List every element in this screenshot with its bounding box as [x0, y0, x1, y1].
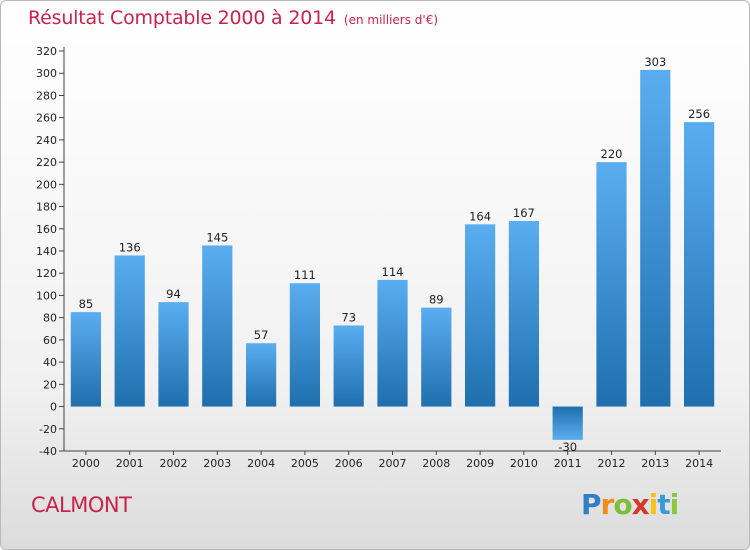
x-tick-label: 2007 [379, 457, 407, 470]
data-label: 220 [601, 147, 623, 161]
bar [245, 343, 277, 407]
x-tick-label: 2000 [72, 457, 100, 470]
y-tick-label: 140 [36, 245, 57, 258]
data-label: 94 [166, 287, 181, 301]
data-label: 167 [513, 206, 535, 220]
x-tick-label: 2013 [641, 457, 669, 470]
x-tick-label: 2001 [116, 457, 144, 470]
x-tick-label: 2009 [466, 457, 494, 470]
data-label: 111 [294, 268, 316, 282]
bar [683, 122, 715, 407]
data-label: 136 [119, 240, 141, 254]
y-tick-label: 80 [43, 312, 57, 325]
chart-title: Résultat Comptable 2000 à 2014 (en millie… [28, 7, 438, 29]
bar [464, 224, 496, 407]
location-label: CALMONT [31, 493, 132, 517]
data-label: -30 [558, 440, 577, 454]
bar [421, 307, 452, 407]
y-tick-label: 200 [36, 178, 57, 191]
y-tick-label: -20 [39, 423, 57, 436]
y-tick-label: 220 [36, 156, 57, 169]
y-tick-label: 320 [36, 45, 57, 58]
data-label: 145 [206, 230, 228, 244]
x-tick-label: 2003 [203, 457, 231, 470]
data-label: 73 [341, 310, 356, 324]
bar [202, 245, 233, 407]
title-text: Résultat Comptable 2000 à 2014 [28, 7, 336, 29]
y-tick-label: 160 [36, 223, 57, 236]
y-tick-label: 0 [50, 401, 57, 414]
y-tick-label: 20 [43, 378, 57, 391]
x-tick-label: 2002 [160, 457, 188, 470]
y-tick-label: 280 [36, 89, 57, 102]
bar [508, 221, 540, 407]
bar [158, 302, 189, 407]
y-tick-label: 180 [36, 201, 57, 214]
y-tick-label: 100 [36, 289, 57, 302]
bar [596, 162, 627, 407]
y-tick-label: 60 [43, 334, 57, 347]
bar [377, 279, 408, 407]
data-label: 164 [469, 209, 491, 223]
data-label: 89 [429, 293, 444, 307]
bar [552, 406, 583, 440]
bar [289, 283, 321, 407]
data-label: 303 [644, 55, 666, 69]
x-tick-label: 2010 [510, 457, 538, 470]
x-tick-label: 2011 [554, 457, 582, 470]
y-tick-label: 300 [36, 67, 57, 80]
bar [640, 69, 671, 407]
data-label: 85 [79, 297, 94, 311]
x-tick-label: 2004 [247, 457, 275, 470]
x-tick-label: 2005 [291, 457, 319, 470]
data-label: 256 [688, 107, 710, 121]
bar-chart: -40 -20 0 20 40 60 80 100 120 140 160 180 200 220 240 2… [36, 45, 721, 470]
proxiti-logo: Proxiti [581, 488, 679, 521]
bar [333, 325, 364, 407]
y-tick-label: 240 [36, 134, 57, 147]
x-tick-label: 2008 [422, 457, 450, 470]
bar [114, 255, 145, 407]
x-tick-label: 2012 [598, 457, 626, 470]
data-label: 114 [382, 265, 404, 279]
y-tick-label: 40 [43, 356, 57, 369]
y-tick-label: -40 [39, 445, 57, 458]
y-tick-label: 260 [36, 112, 57, 125]
subtitle-text: (en milliers d'€) [343, 13, 439, 27]
x-tick-label: 2014 [685, 457, 713, 470]
bar [70, 312, 102, 407]
data-label: 57 [254, 328, 269, 342]
x-tick-label: 2006 [335, 457, 363, 470]
y-tick-label: 120 [36, 267, 57, 280]
